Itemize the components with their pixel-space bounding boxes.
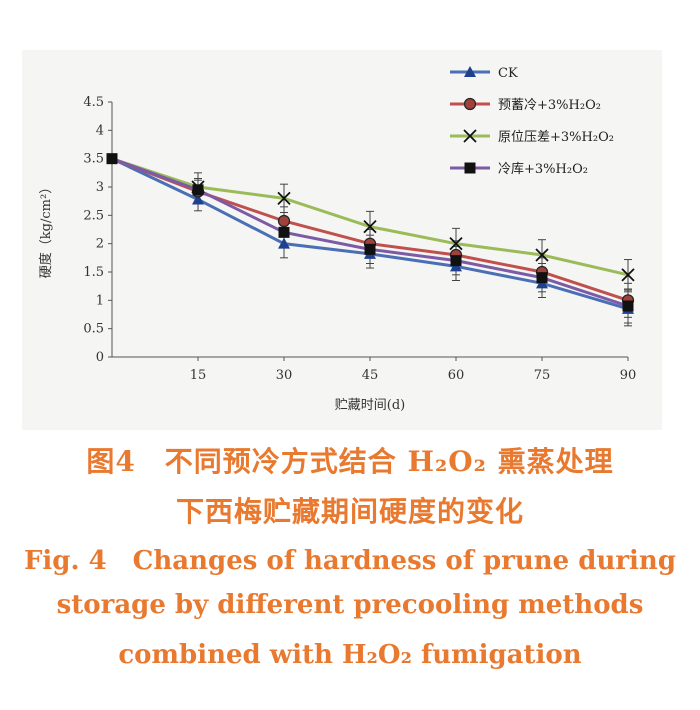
legend-marker-3 (464, 162, 476, 174)
data-point-s2 (277, 191, 291, 205)
y-axis-label: 硬度（kg/cm²） (38, 181, 54, 278)
data-point-s2 (363, 220, 377, 234)
y-tick-label: 3.5 (83, 152, 104, 167)
x-tick-label: 45 (362, 368, 379, 383)
x-axis-label: 贮藏时间(d) (335, 398, 405, 413)
hardness-line-chart: 0 0.5 1 1.5 2 2.5 3 3.5 4 4.5 15 30 45 60 75 90 贮藏时间(d) 硬… (38, 66, 637, 413)
data-point-s2 (535, 248, 549, 262)
chart-panel: 0 0.5 1 1.5 2 2.5 3 3.5 4 4.5 15 30 45 60 75 90 贮藏时间(d) 硬… (22, 50, 662, 430)
x-tick-label: 90 (620, 368, 637, 383)
y-tick-label: 2.5 (83, 208, 104, 223)
caption-english-line-2: storage by different precooling methods (56, 590, 644, 620)
data-point-s1 (277, 214, 291, 228)
data-point-s0 (278, 237, 290, 249)
legend-label-2: 原位压差+3%H₂O₂ (498, 130, 614, 145)
data-point-s3 (536, 272, 548, 284)
legend-label-3: 冷库+3%H₂O₂ (498, 161, 588, 177)
data-point-s3 (450, 255, 462, 267)
data-point-s3 (364, 243, 376, 255)
legend-label-1: 预蓄冷+3%H₂O₂ (498, 98, 601, 113)
y-tick-label: 4 (96, 123, 104, 138)
y-tick-label: 1 (96, 293, 104, 308)
x-tick-label: 60 (448, 368, 465, 383)
caption-chinese-line-2: 下西梅贮藏期间硬度的变化 (175, 495, 524, 528)
legend-marker-1 (463, 97, 477, 111)
y-tick-label: 4.5 (83, 95, 104, 110)
y-tick-label: 2 (96, 237, 104, 252)
legend-marker-0 (464, 66, 476, 77)
data-point-s2 (621, 268, 635, 282)
data-point-s2 (449, 237, 463, 251)
y-tick-label: 0.5 (83, 322, 104, 337)
data-point-s3 (622, 300, 634, 312)
data-point-s0 (192, 193, 204, 205)
x-tick-label: 75 (534, 368, 551, 383)
y-tick-label: 1.5 (83, 265, 104, 280)
data-point-s3 (278, 226, 290, 238)
y-tick-label: 3 (96, 180, 104, 195)
y-tick-label: 0 (96, 350, 104, 365)
caption-chinese-line-1: 图4 不同预冷方式结合 H₂O₂ 熏蒸处理 (86, 445, 614, 478)
caption-english-line-3: combined with H₂O₂ fumigation (118, 640, 582, 670)
x-tick-label: 30 (276, 368, 293, 383)
x-tick-label: 15 (190, 368, 207, 383)
caption-english-line-1: Fig. 4 Changes of hardness of prune duri… (23, 546, 677, 576)
data-point-s3 (106, 153, 118, 165)
legend-label-0: CK (498, 66, 518, 81)
legend-marker-2 (463, 129, 477, 143)
data-point-s3 (192, 184, 204, 196)
